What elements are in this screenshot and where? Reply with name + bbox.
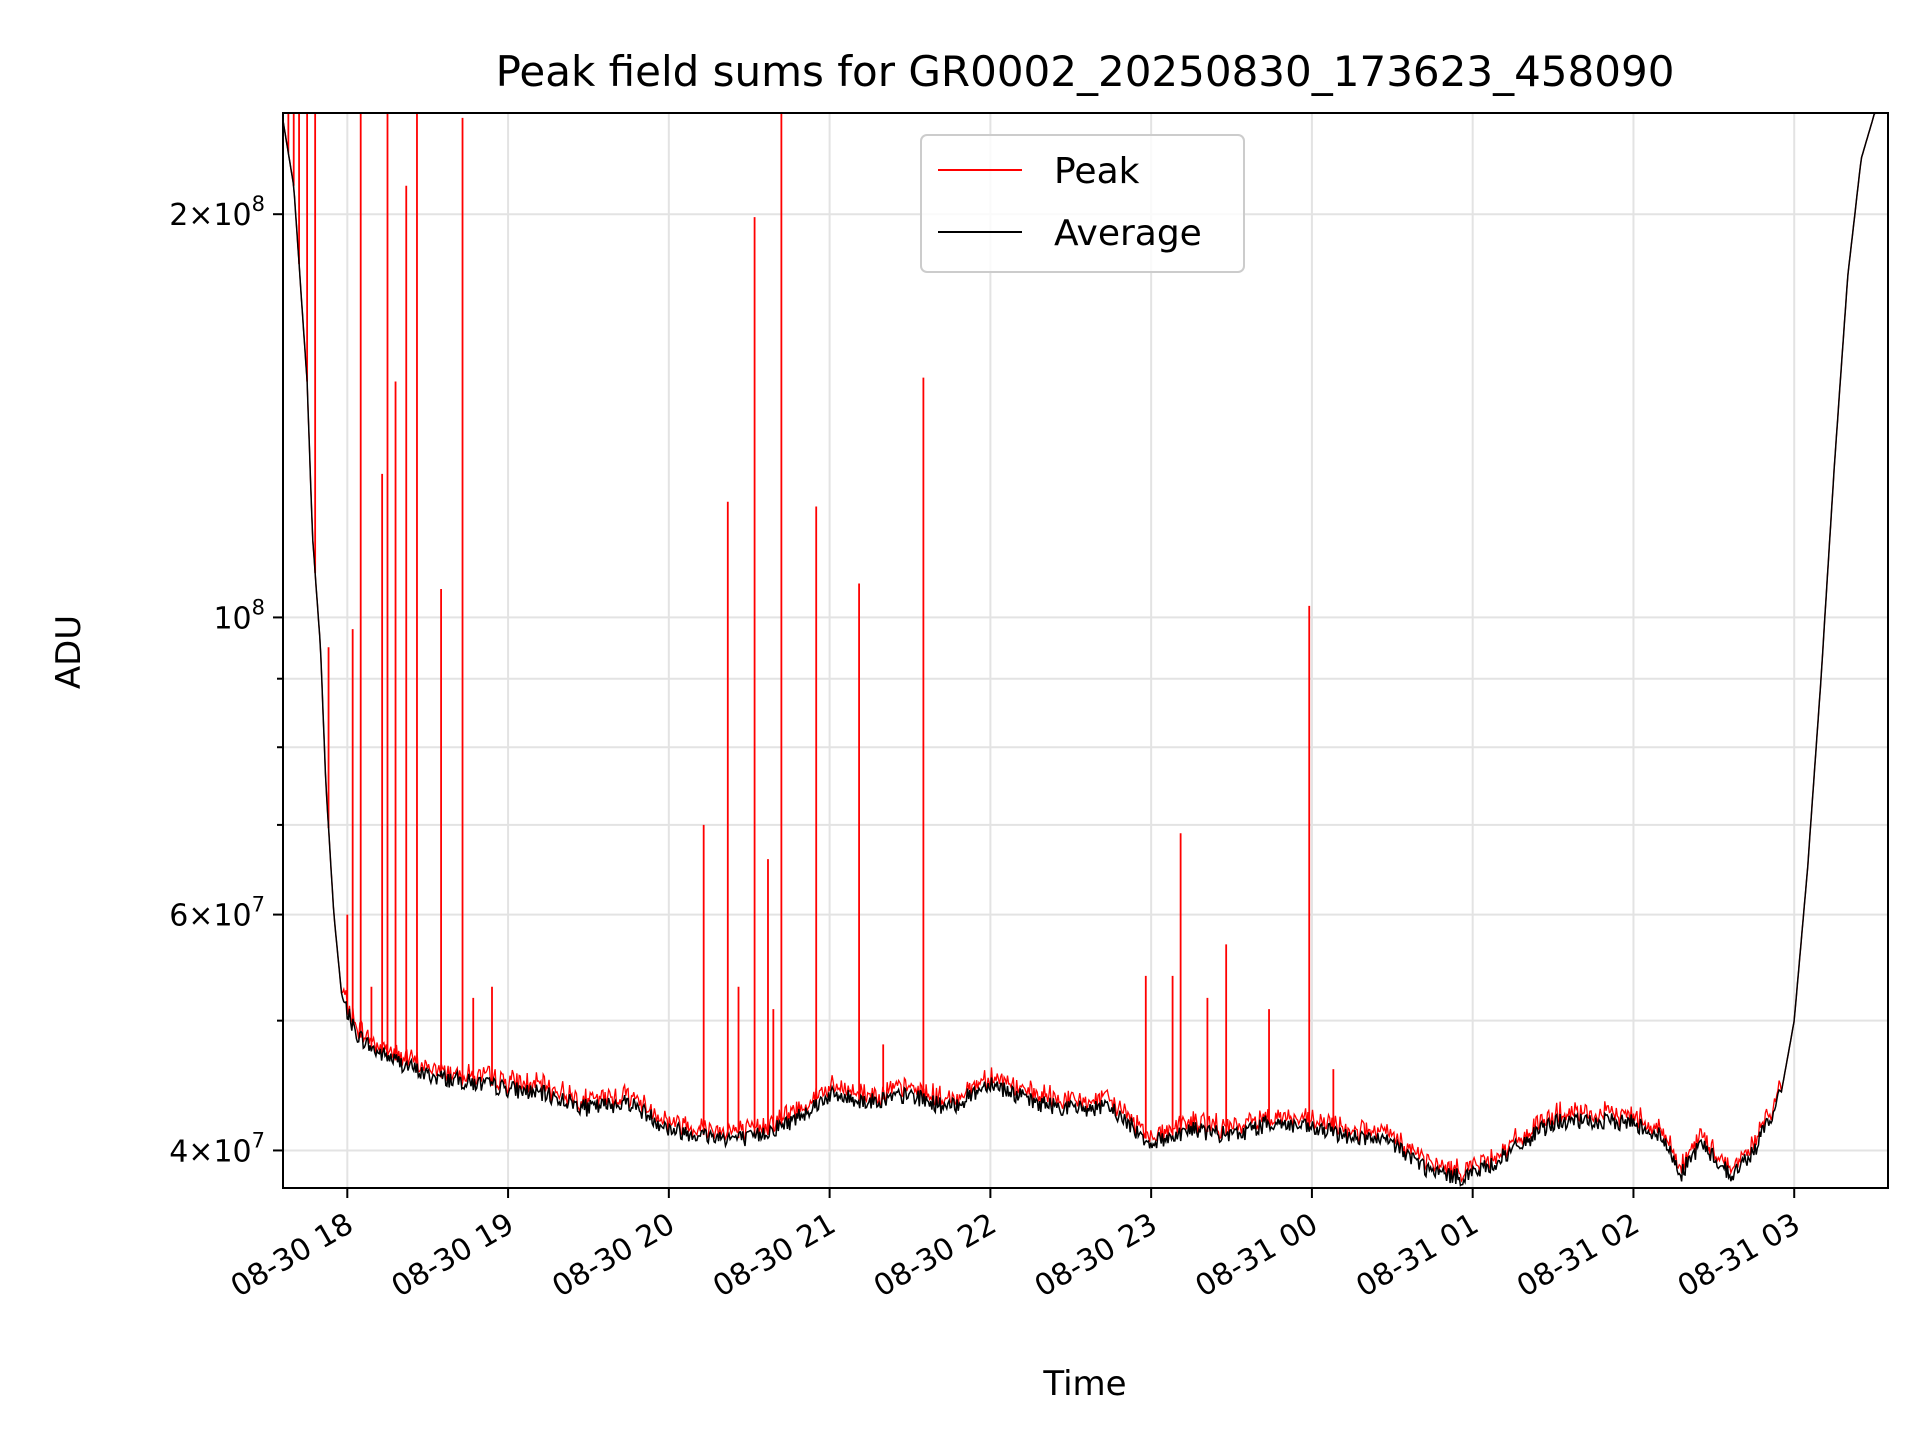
legend-label-average: Average: [1054, 213, 1202, 254]
chart-title: Peak field sums for GR0002_20250830_1736…: [496, 47, 1675, 96]
y-tick-mantissa: 2: [169, 198, 188, 233]
plot-frame: [282, 112, 1889, 1189]
y-tick-base: 10: [213, 899, 251, 934]
y-tick-label: 6×107: [169, 893, 265, 934]
y-tick-times: ×: [188, 198, 213, 233]
legend: Peak Average: [920, 134, 1245, 273]
y-tick-base: 10: [213, 1134, 251, 1169]
y-tick-base: 10: [213, 601, 251, 636]
y-tick-exponent: 7: [252, 1128, 265, 1152]
grid: [283, 113, 1888, 1188]
y-tick-exponent: 8: [252, 192, 265, 216]
y-tick-times: ×: [188, 1134, 213, 1169]
y-tick-label: 4×107: [169, 1128, 265, 1169]
y-axis-label: ADU: [49, 615, 89, 689]
y-tick-label: 108: [213, 595, 265, 636]
series-line-peak: [282, 112, 1888, 1183]
y-tick-label: 2×108: [169, 192, 265, 233]
y-tick-base: 10: [213, 198, 251, 233]
series-line-average: [282, 112, 1888, 1187]
y-tick-times: ×: [188, 899, 213, 934]
series-layer: [282, 112, 1888, 1187]
x-axis-label: Time: [1042, 1364, 1126, 1404]
y-tick-exponent: 8: [252, 595, 265, 619]
y-tick-mantissa: 4: [169, 1134, 188, 1169]
y-tick-mantissa: 6: [169, 899, 188, 934]
legend-label-peak: Peak: [1054, 151, 1140, 192]
y-tick-exponent: 7: [252, 893, 265, 917]
